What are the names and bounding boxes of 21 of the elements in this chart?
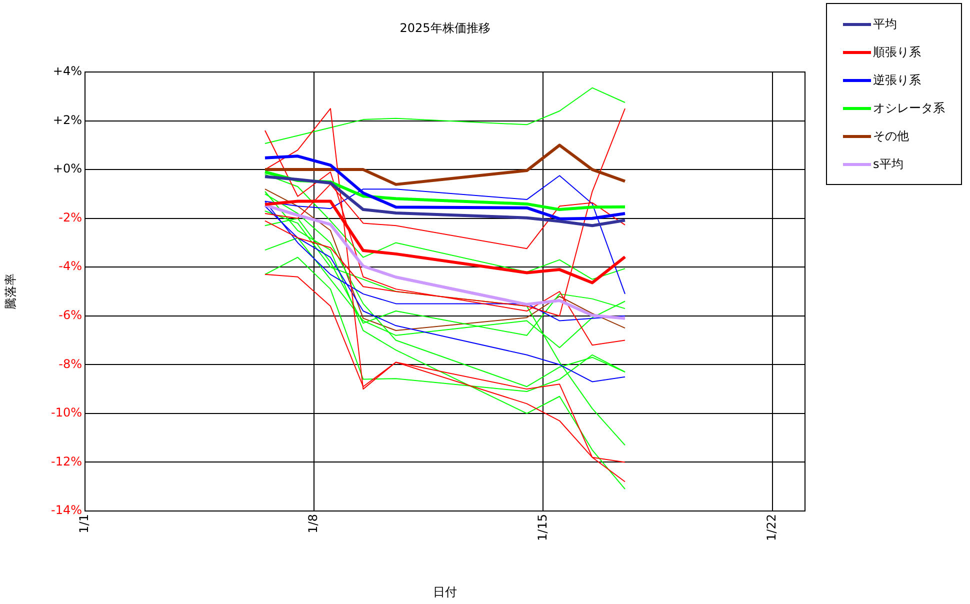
y-tick-label: +4% bbox=[52, 64, 82, 78]
y-tick-label: -10% bbox=[50, 406, 82, 420]
chart-title: 2025年株価推移 bbox=[398, 20, 492, 37]
y-axis-title: 騰落率 bbox=[3, 274, 18, 310]
x-tick-label: 1/22 bbox=[764, 514, 778, 541]
y-tick-label: -6% bbox=[58, 308, 82, 322]
legend-label: s平均 bbox=[873, 156, 904, 172]
y-tick-label: -4% bbox=[58, 259, 82, 274]
y-tick-label: +0% bbox=[52, 162, 82, 176]
y-tick-label: -8% bbox=[58, 356, 82, 371]
x-tick-label: 1/15 bbox=[535, 514, 550, 541]
legend-label: 逆張り系 bbox=[873, 72, 921, 88]
x-tick-label: 1/8 bbox=[306, 514, 320, 534]
x-axis-title: 日付 bbox=[433, 584, 457, 599]
legend-label: 平均 bbox=[873, 16, 897, 32]
legend-label: オシレータ系 bbox=[873, 100, 945, 116]
legend-label: その他 bbox=[873, 128, 909, 144]
y-tick-label: +2% bbox=[52, 112, 82, 127]
y-tick-label: -12% bbox=[50, 454, 82, 468]
legend-label: 順張り系 bbox=[873, 44, 921, 60]
y-tick-label: -2% bbox=[58, 210, 82, 224]
